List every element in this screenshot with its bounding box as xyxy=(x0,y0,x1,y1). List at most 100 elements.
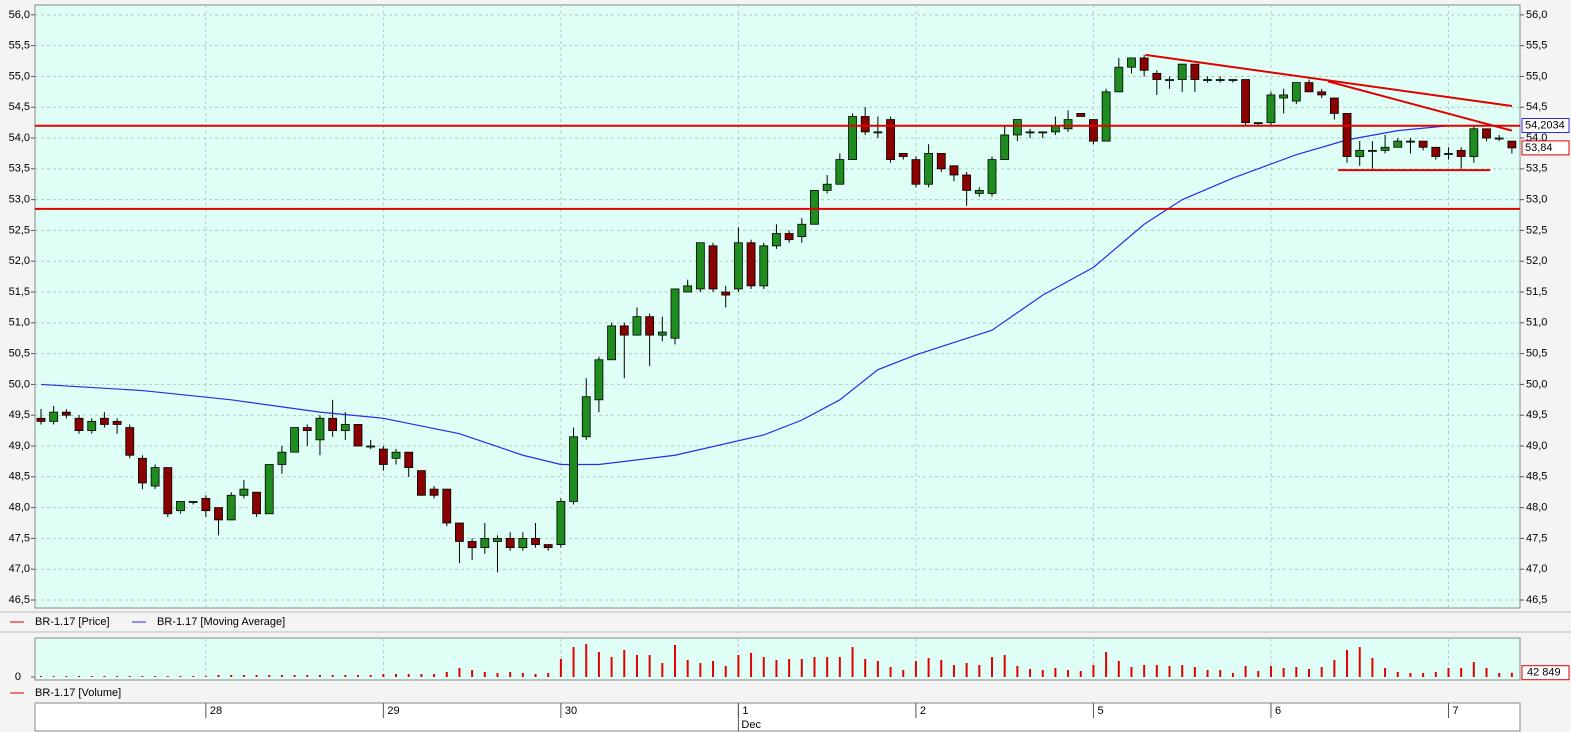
last-value-box xyxy=(1521,140,1570,156)
candle-body xyxy=(784,233,794,241)
candle-body xyxy=(442,488,452,524)
volume-bar xyxy=(1181,665,1184,677)
volume-bar xyxy=(382,674,385,677)
y-tick-label: 55,5 xyxy=(9,40,30,52)
candle-body xyxy=(1114,66,1124,93)
volume-bar xyxy=(851,647,854,677)
volume-bar xyxy=(940,660,943,677)
candle-body xyxy=(531,537,540,545)
candle-body xyxy=(721,291,731,296)
volume-bar xyxy=(1257,671,1260,677)
volume-bar xyxy=(572,647,575,677)
candle-body xyxy=(746,242,756,287)
volume-bar xyxy=(1320,667,1323,677)
candle-body xyxy=(1139,57,1149,71)
trend-line xyxy=(1145,53,1513,108)
x-tick-label: 6 xyxy=(1275,705,1281,717)
candle-body xyxy=(74,417,84,432)
volume-bar xyxy=(559,659,562,677)
volume-bar xyxy=(1079,671,1082,677)
candle-body xyxy=(962,174,972,191)
candle-body xyxy=(1101,91,1111,142)
volume-bar xyxy=(433,674,436,677)
volume-bar xyxy=(293,675,296,677)
x-tick-label: 30 xyxy=(565,705,577,717)
volume-bar xyxy=(521,673,524,677)
candle-body xyxy=(429,488,439,496)
volume-bar xyxy=(331,675,334,677)
candle-body xyxy=(1380,146,1390,151)
candle-body xyxy=(1456,149,1466,157)
candle-body xyxy=(911,159,921,185)
candle-body xyxy=(290,427,300,453)
volume-bar xyxy=(914,661,917,677)
candle-body xyxy=(708,245,718,290)
y-tick-label: 50,0 xyxy=(9,378,30,390)
candle-body xyxy=(695,242,705,290)
candle-body xyxy=(1406,140,1415,143)
volume-bar xyxy=(1143,665,1146,677)
candle-body xyxy=(226,494,236,521)
volume-bar xyxy=(255,675,258,677)
volume-bar xyxy=(445,672,448,677)
volume-bar xyxy=(1346,650,1349,677)
candle-body xyxy=(848,116,857,160)
volume-bar xyxy=(864,659,867,677)
x-tick-label: 2 xyxy=(920,705,926,717)
volume-bar xyxy=(1155,665,1158,677)
candle-body xyxy=(772,233,781,247)
volume-bar xyxy=(813,657,816,677)
candle-body xyxy=(1228,79,1238,81)
candle-body xyxy=(277,451,287,465)
volume-bar xyxy=(826,657,829,677)
candle-body xyxy=(657,331,667,336)
volume-bar xyxy=(1434,672,1437,677)
candle-body xyxy=(214,507,223,521)
candle-body xyxy=(1000,134,1010,160)
y-tick-label: 53,0 xyxy=(1526,194,1547,206)
volume-bar xyxy=(838,657,841,677)
volume-bar xyxy=(280,675,283,677)
candle-body xyxy=(670,288,680,339)
volume-bar xyxy=(1130,667,1133,677)
volume-bar xyxy=(116,676,119,677)
volume-bar xyxy=(1193,667,1196,677)
candle-body xyxy=(112,420,122,425)
candle-body xyxy=(264,464,274,515)
candle-body xyxy=(898,153,908,157)
candle-body xyxy=(1279,94,1289,99)
volume-bar xyxy=(978,665,981,677)
y-tick-label: 51,0 xyxy=(1526,317,1547,329)
candle-body xyxy=(1177,63,1187,80)
y-tick-label: 46,5 xyxy=(9,594,30,606)
volume-bar xyxy=(1358,647,1361,677)
volume-bar xyxy=(902,670,905,677)
volume-bar xyxy=(610,657,613,677)
candle-body xyxy=(619,325,629,336)
volume-bar xyxy=(762,657,765,677)
volume-bar xyxy=(788,659,791,677)
volume-bar xyxy=(965,663,968,677)
candle-body xyxy=(1304,82,1314,93)
volume-bar xyxy=(1117,661,1120,677)
candle-body xyxy=(683,285,693,293)
y-tick-label: 49,0 xyxy=(1526,440,1547,452)
volume-bar xyxy=(775,660,778,677)
volume-bar xyxy=(192,676,195,677)
legend-label: BR-1.17 [Volume] xyxy=(35,687,121,699)
candle-body xyxy=(1444,153,1453,155)
y-tick-label: 56,0 xyxy=(9,9,30,21)
y-tick-label: 48,5 xyxy=(1526,471,1547,483)
volume-bar xyxy=(471,670,474,677)
candle-body xyxy=(138,457,147,484)
volume-bar xyxy=(1206,670,1209,677)
candle-body xyxy=(518,537,528,549)
y-tick-label: 55,5 xyxy=(1526,40,1547,52)
candle-body xyxy=(607,325,616,361)
candle-body xyxy=(1329,97,1339,114)
legend-label: BR-1.17 [Moving Average] xyxy=(157,616,285,628)
candle-body xyxy=(1127,57,1136,68)
candle-body xyxy=(455,522,464,542)
volume-bar xyxy=(686,660,689,677)
